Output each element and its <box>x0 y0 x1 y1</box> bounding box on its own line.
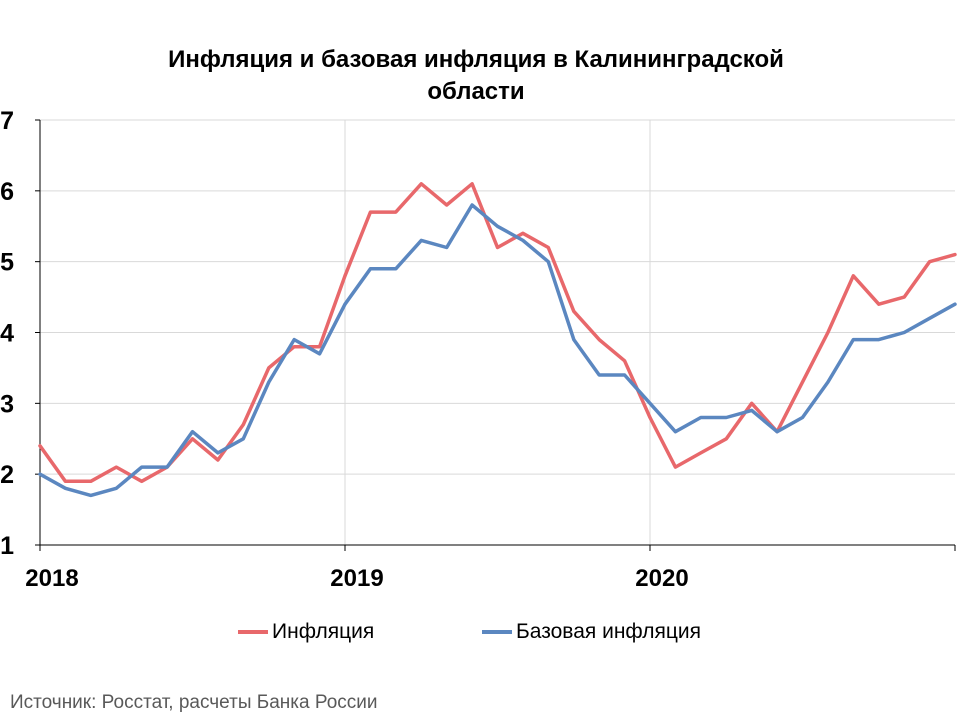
legend-label-inflation: Инфляция <box>272 620 375 643</box>
x-tick-label: 2020 <box>635 565 688 592</box>
y-tick-label: 5 <box>0 249 14 277</box>
legend-swatch-inflation <box>238 630 268 634</box>
y-tick-label: 3 <box>0 390 14 418</box>
y-tick-label: 7 <box>0 107 14 135</box>
x-tick-label: 2019 <box>330 565 383 592</box>
y-tick-label: 4 <box>0 320 14 348</box>
chart-title-line2: области <box>427 78 525 105</box>
chart-title: Инфляция и базовая инфляция в Калинингра… <box>0 44 952 108</box>
line-chart: 1 2 3 4 5 6 7 2018 2019 2020 <box>0 107 957 592</box>
source-note: Источник: Росстат, расчеты Банка России <box>10 692 378 713</box>
legend-label-core-inflation: Базовая инфляция <box>516 620 702 643</box>
legend-swatch-core-inflation <box>482 630 512 634</box>
y-tick-label: 2 <box>0 461 14 489</box>
series-line-inflation <box>38 182 957 484</box>
chart-legend: Инфляция Базовая инфляция <box>0 620 960 650</box>
legend-item-core-inflation: Базовая инфляция <box>482 620 701 644</box>
y-tick-label: 1 <box>0 532 14 560</box>
y-tick-label: 6 <box>0 178 14 206</box>
series-line-core-inflation <box>38 203 957 498</box>
legend-item-inflation: Инфляция <box>238 620 374 644</box>
chart-title-line1: Инфляция и базовая инфляция в Калинингра… <box>168 46 784 73</box>
x-tick-label: 2018 <box>25 565 78 592</box>
